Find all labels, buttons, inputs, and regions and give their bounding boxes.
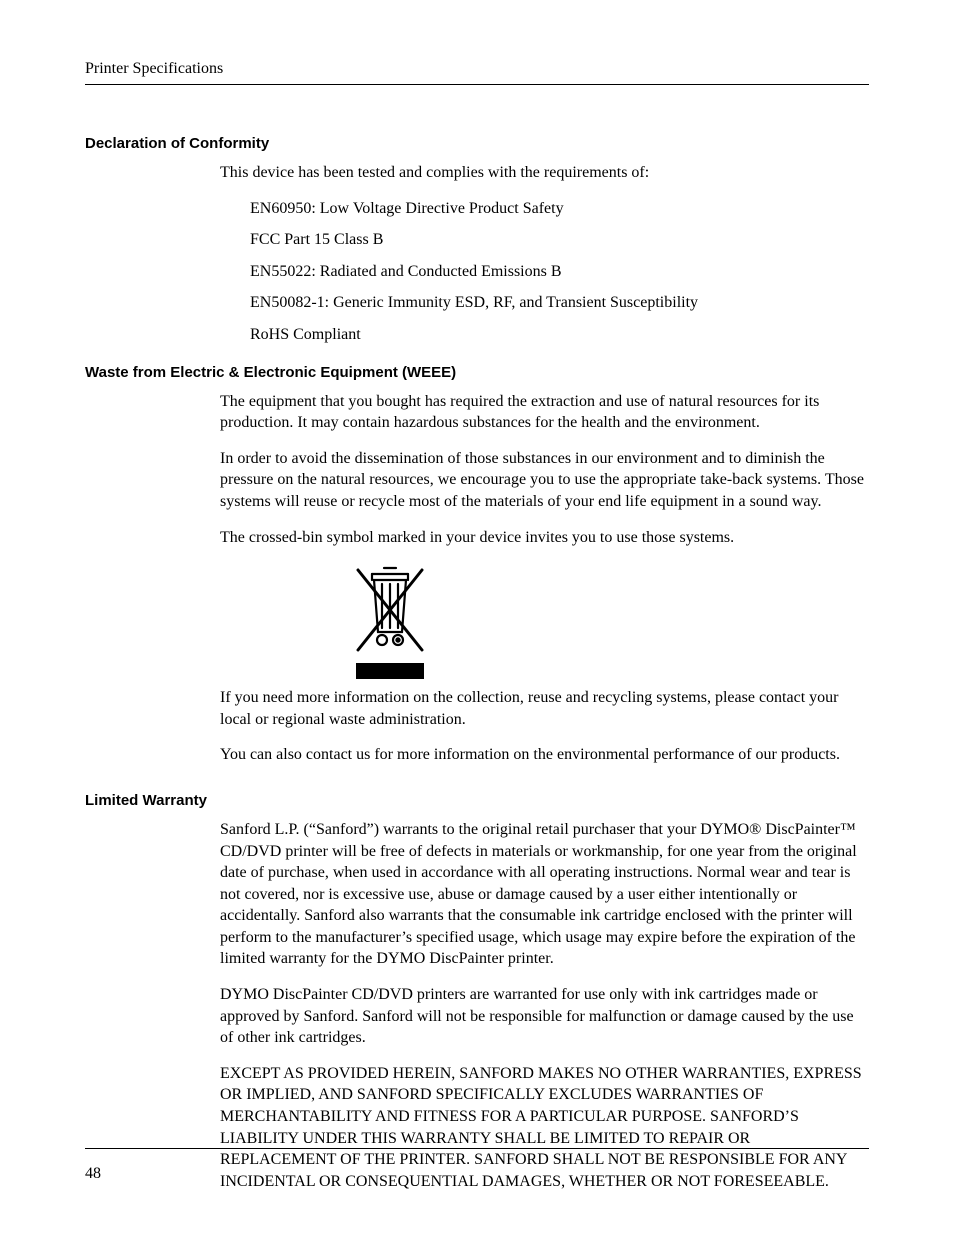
weee-p3: The crossed-bin symbol marked in your de… [220, 527, 869, 549]
compliance-item: EN50082-1: Generic Immunity ESD, RF, and… [250, 292, 869, 314]
crossed-bin-icon [350, 562, 430, 679]
warranty-p3: EXCEPT AS PROVIDED HEREIN, SANFORD MAKES… [220, 1063, 869, 1193]
weee-bar-icon [356, 663, 424, 679]
warranty-p1: Sanford L.P. (“Sanford”) warrants to the… [220, 819, 869, 970]
page: Printer Specifications Declaration of Co… [0, 0, 954, 1235]
weee-p1: The equipment that you bought has requir… [220, 391, 869, 434]
weee-p5: You can also contact us for more informa… [220, 744, 869, 766]
running-head: Printer Specifications [85, 60, 869, 78]
footer-rule [85, 1148, 869, 1149]
warranty-body: Sanford L.P. (“Sanford”) warrants to the… [220, 819, 869, 1193]
warranty-p2: DYMO DiscPainter CD/DVD printers are war… [220, 984, 869, 1049]
weee-p2: In order to avoid the dissemination of t… [220, 448, 869, 513]
weee-body: The equipment that you bought has requir… [220, 391, 869, 766]
compliance-list: EN60950: Low Voltage Directive Product S… [250, 198, 869, 346]
heading-warranty: Limited Warranty [85, 792, 869, 809]
compliance-item: EN55022: Radiated and Conducted Emission… [250, 261, 869, 283]
page-number: 48 [85, 1165, 101, 1183]
heading-weee: Waste from Electric & Electronic Equipme… [85, 364, 869, 381]
weee-p4: If you need more information on the coll… [220, 687, 869, 730]
declaration-intro: This device has been tested and complies… [220, 162, 869, 184]
header-rule [85, 84, 869, 85]
heading-declaration: Declaration of Conformity [85, 135, 869, 152]
compliance-item: FCC Part 15 Class B [250, 229, 869, 251]
compliance-item: EN60950: Low Voltage Directive Product S… [250, 198, 869, 220]
compliance-item: RoHS Compliant [250, 324, 869, 346]
declaration-body: This device has been tested and complies… [220, 162, 869, 346]
